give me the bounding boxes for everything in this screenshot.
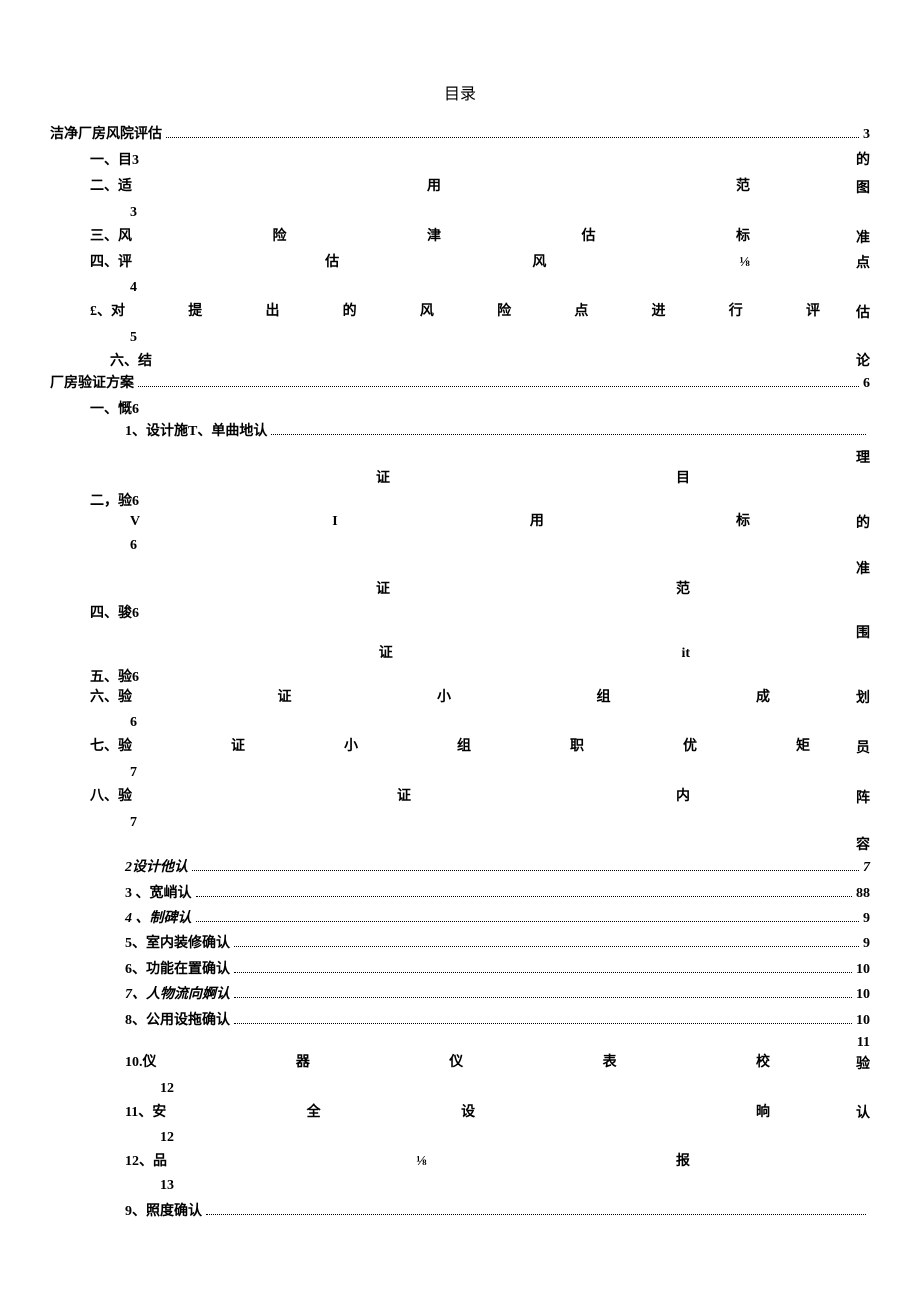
- rc: 估: [856, 302, 870, 322]
- dots: [206, 1214, 866, 1215]
- label: 洁净厂房风院评估: [50, 124, 162, 146]
- label: 3 、宽峭认: [125, 883, 192, 905]
- toc-1-5p: 5: [130, 326, 870, 350]
- dots: [196, 921, 860, 922]
- toc-title: 目录: [50, 80, 870, 104]
- rc: 容: [856, 834, 870, 854]
- rc: 论: [856, 350, 870, 370]
- rc: 准: [856, 227, 870, 247]
- label: 5、室内装修确认: [125, 933, 230, 955]
- toc-2-6: 六、验 证 小 组 成: [90, 686, 770, 710]
- page: 6: [863, 373, 870, 395]
- rc: 认: [856, 1102, 870, 1122]
- page: 9: [863, 908, 870, 930]
- toc-2-10p: 12: [160, 1077, 870, 1101]
- toc-2-11p: 12: [160, 1126, 870, 1150]
- label: 6、功能在置确认: [125, 959, 230, 981]
- toc-2-sub6: 6、功能在置确认 10: [125, 959, 870, 981]
- p11: 11: [857, 1035, 870, 1051]
- dots: [271, 434, 866, 435]
- dots: [234, 997, 852, 998]
- toc-2-sub5: 5、室内装修确认 9: [125, 933, 870, 955]
- rc: 的: [856, 149, 870, 169]
- rc: 准: [856, 558, 870, 578]
- toc-section-2: 厂房验证方案 6: [50, 373, 870, 395]
- dots: [234, 1023, 852, 1024]
- label: 7、人物流向婀认: [125, 984, 230, 1006]
- toc-1-2: 二、适 用 范: [90, 175, 750, 199]
- rc: 围: [856, 622, 870, 642]
- toc-1-2p: 3: [130, 201, 870, 225]
- label: 2设计他认: [125, 857, 188, 879]
- dots: [196, 896, 853, 897]
- toc-2-5a: 证 it: [90, 642, 690, 666]
- label: 厂房验证方案: [50, 373, 134, 395]
- toc-2-6p: 6: [130, 711, 870, 735]
- toc-2-1: 一、慨6: [90, 398, 870, 418]
- rc: 划: [856, 687, 870, 707]
- toc-2-sub2: 2设计他认 7: [125, 857, 870, 879]
- dots: [234, 972, 852, 973]
- toc-2-12: 12、品 ⅛ 报: [125, 1150, 690, 1174]
- toc-1-3: 三、风 险 津 估 标: [90, 225, 750, 249]
- toc-1-1: 一、目3: [90, 149, 139, 173]
- rc: 的: [856, 512, 870, 532]
- toc-2-2a: 证 目: [90, 467, 690, 491]
- toc-2-sub1: 1、设计施T、单曲地认: [125, 421, 870, 443]
- toc-2-sub8: 8、公用设拖确认 10: [125, 1010, 870, 1032]
- label: 1、设计施T、单曲地认: [125, 421, 267, 443]
- toc-2-sub7: 7、人物流向婀认 10: [125, 984, 870, 1006]
- toc-2-4a: 证 范: [90, 578, 690, 602]
- toc-1-4p: 4: [130, 276, 870, 300]
- rc: 图: [856, 177, 870, 197]
- toc-2-2l: 二，验6: [90, 490, 870, 510]
- toc-2-sub4: 4 、制碑认 9: [125, 908, 870, 930]
- toc-1-4: 四、评 估 风 ⅛: [90, 251, 750, 275]
- toc-2-5l: 五、验6: [90, 666, 870, 686]
- label: 4 、制碑认: [125, 908, 192, 930]
- rc: 点: [856, 252, 870, 272]
- dots: [166, 137, 859, 138]
- toc-2-sub9: 9、照度确认: [125, 1201, 870, 1223]
- rc: 阵: [856, 787, 870, 807]
- toc-2-11: 11、安 全 设 晌: [125, 1101, 770, 1125]
- toc-2-v6: 6: [130, 534, 870, 558]
- page: 10: [856, 984, 870, 1006]
- dots: [234, 946, 859, 947]
- rc: 验: [856, 1053, 870, 1073]
- label: 9、照度确认: [125, 1201, 202, 1223]
- toc-2-8p: 7: [130, 811, 870, 835]
- toc-2-12p: 13: [160, 1174, 870, 1198]
- toc-2-8: 八、验 证 内: [90, 785, 690, 809]
- toc-2-10: 10.仪 器 仪 表 校: [125, 1051, 770, 1075]
- page: 3: [863, 124, 870, 146]
- toc-section-1: 洁净厂房风院评估 3: [50, 124, 870, 146]
- page: 88: [856, 883, 870, 905]
- page: 10: [856, 959, 870, 981]
- toc-1-5: £、对 提 出 的 风 险 点 进 行 评: [90, 300, 820, 324]
- toc-1-6: 六、结: [110, 350, 152, 370]
- toc-2-sub3: 3 、宽峭认 88: [125, 883, 870, 905]
- rc: 员: [856, 737, 870, 757]
- label: 8、公用设拖确认: [125, 1010, 230, 1032]
- page: 10: [856, 1010, 870, 1032]
- dots: [192, 870, 859, 871]
- toc-2-7: 七、验 证 小 组 职 优 矩: [90, 735, 810, 759]
- rc: 理: [856, 447, 870, 467]
- toc-2-vrow: V I 用 标: [130, 510, 750, 534]
- toc-2-4l: 四、骏6: [90, 602, 870, 622]
- toc-2-7p: 7: [130, 761, 870, 785]
- page: 7: [863, 857, 870, 879]
- dots: [138, 386, 859, 387]
- page: 9: [863, 933, 870, 955]
